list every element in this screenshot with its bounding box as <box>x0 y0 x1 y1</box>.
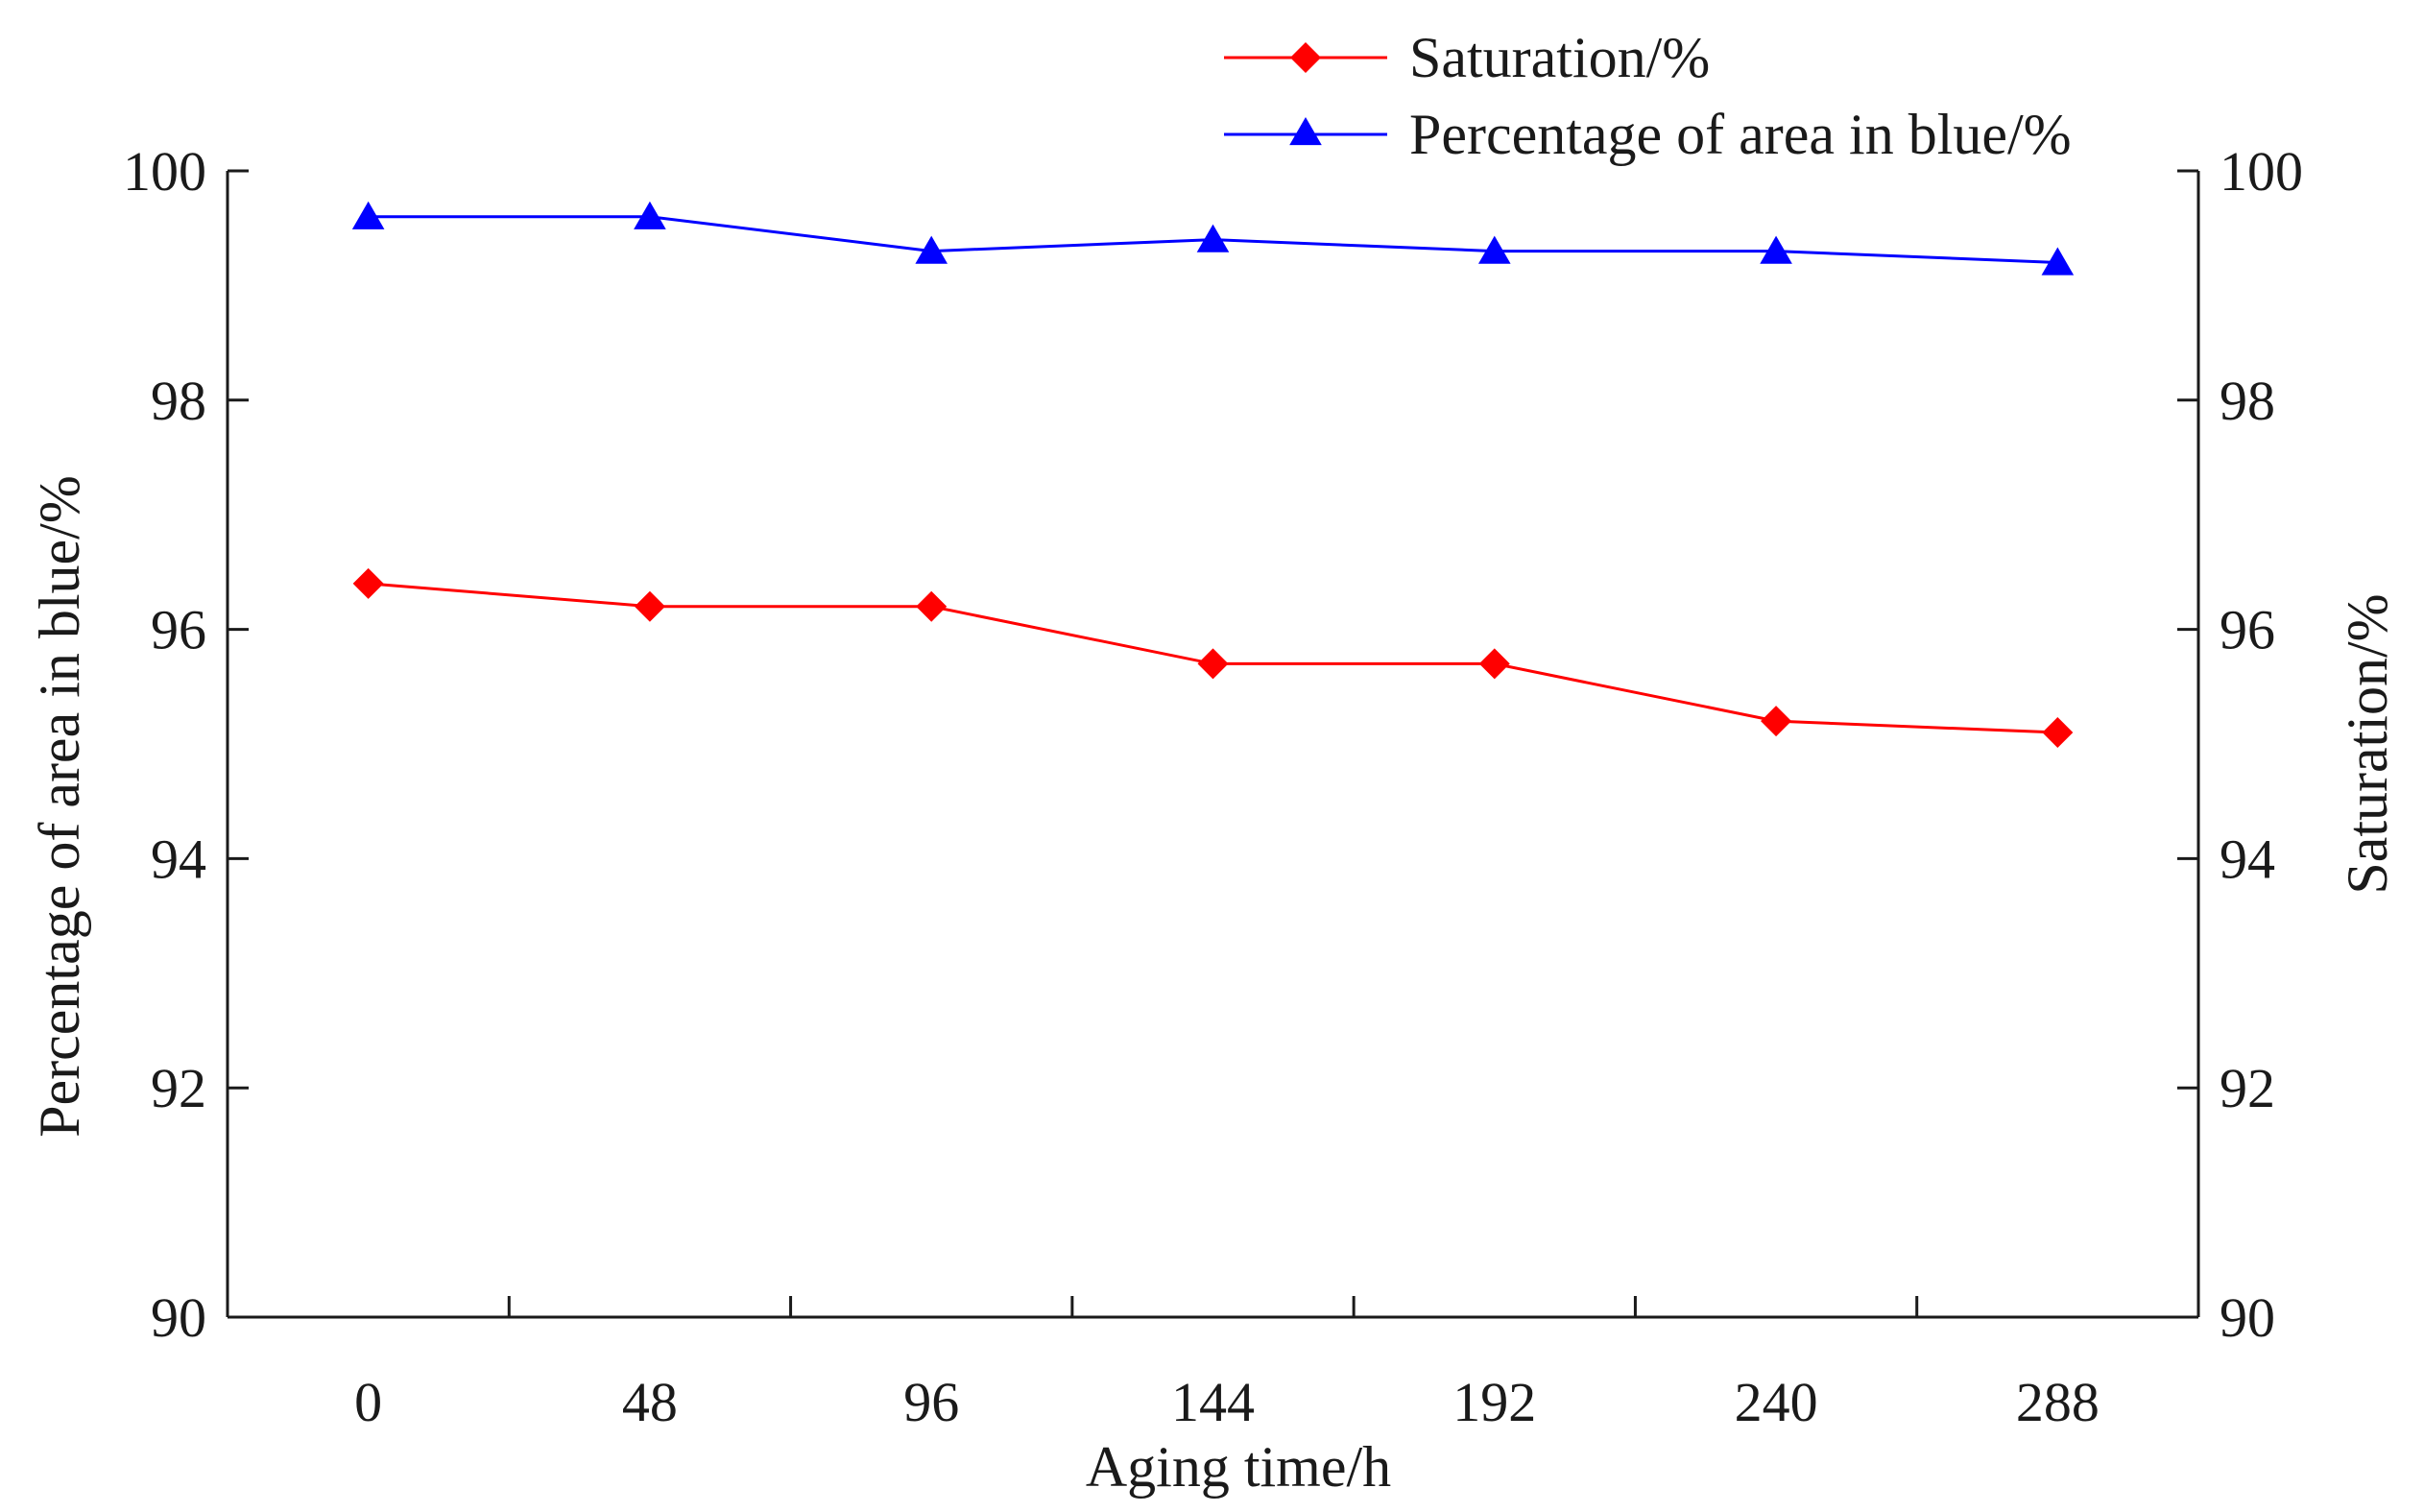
series-0-point <box>1761 706 1792 737</box>
y-tick-label-right: 90 <box>2220 1286 2275 1349</box>
series-layer <box>351 201 2075 749</box>
series-1-point <box>1477 235 1511 264</box>
x-tick-label: 96 <box>903 1371 959 1433</box>
y-axis-title-right: Saturation/% <box>2336 593 2399 894</box>
series-0-point <box>1478 648 1510 680</box>
legend-marker-0 <box>1290 42 1321 73</box>
y-tick-label-right: 96 <box>2220 599 2275 661</box>
legend-label-1: Percentage of area in blue/% <box>1409 103 2072 166</box>
x-tick-label: 0 <box>354 1371 382 1433</box>
y-tick-label-left: 98 <box>151 370 206 432</box>
y-tick-label-left: 94 <box>151 828 206 890</box>
series-0-point <box>352 567 384 599</box>
series-1-point <box>634 201 666 229</box>
y-tick-label-right: 98 <box>2220 370 2275 432</box>
series-0-point <box>634 590 665 622</box>
series-1-point <box>1196 224 1230 252</box>
x-axis-title: Aging time/h <box>1086 1435 1391 1499</box>
x-tick-label: 240 <box>1735 1371 1818 1433</box>
y-axis-title-left: Percentage of area in blue/% <box>28 475 91 1138</box>
x-tick-label: 144 <box>1171 1371 1255 1433</box>
y-tick-label-right: 94 <box>2220 828 2275 890</box>
series-0-point <box>2042 717 2074 749</box>
legend-marker-1 <box>1289 117 1322 146</box>
x-tick-label: 288 <box>2016 1371 2100 1433</box>
y-tick-label-left: 92 <box>151 1057 206 1119</box>
legend-label-0: Saturation/% <box>1409 26 1710 89</box>
axes-layer: 90 92 94 96 98 100 90 92 94 96 98 100 0 48 96 144 192 240… <box>123 140 2303 1433</box>
legend: Saturation/% Percentage of area in blue/% <box>1224 26 2072 166</box>
y-tick-label-left: 90 <box>151 1286 206 1349</box>
series-1-point <box>915 235 948 264</box>
series-1-point <box>351 201 385 229</box>
x-tick-label: 48 <box>622 1371 678 1433</box>
y-tick-label-right: 100 <box>2220 140 2303 203</box>
series-0-point <box>1197 648 1229 680</box>
series-1-point <box>1760 235 1792 264</box>
y-tick-label-right: 92 <box>2220 1057 2275 1119</box>
y-tick-label-left: 100 <box>123 140 206 203</box>
y-tick-label-left: 96 <box>151 599 206 661</box>
series-0-point <box>916 590 948 622</box>
x-tick-label: 192 <box>1452 1371 1536 1433</box>
series-1-point <box>2041 247 2075 276</box>
